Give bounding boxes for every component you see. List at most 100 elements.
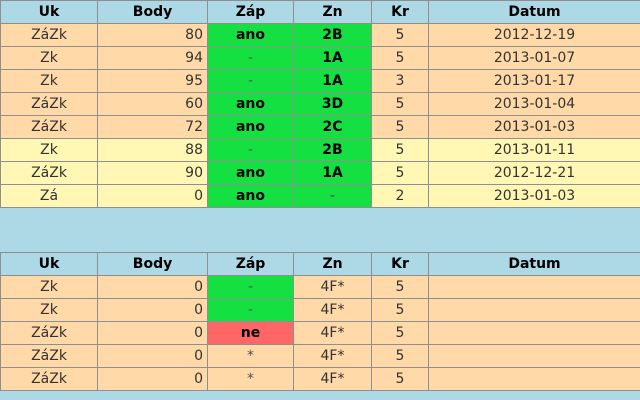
table-row[interactable]: ZáZk 0 * 4F* 5 [0, 367, 640, 391]
header-kr[interactable]: Kr [371, 0, 429, 24]
grades-table-pending: Uk Body Záp Zn Kr Datum Zk 0-4F* 5 Zk 0-4F* 5… [0, 252, 640, 391]
header-kr[interactable]: Kr [371, 252, 429, 276]
cell-uk: Zk [0, 69, 98, 93]
cell-datum [428, 321, 640, 345]
header-uk[interactable]: Uk [0, 0, 98, 24]
cell-body: 95 [97, 69, 208, 93]
header-row: Uk Body Záp Zn Kr Datum [0, 252, 640, 276]
table-row[interactable]: ZáZk 60 ano 3D 5 2013-01-04 [0, 92, 640, 116]
cell-zap: * [207, 367, 294, 391]
header-zn[interactable]: Zn [293, 0, 372, 24]
cell-zn: 4F* [293, 275, 372, 299]
cell-kr: 5 [371, 161, 429, 185]
cell-zn: 4F* [293, 321, 372, 345]
cell-zn: 1A [293, 69, 372, 93]
cell-kr: 5 [371, 115, 429, 139]
cell-uk: ZáZk [0, 92, 98, 116]
cell-kr: 3 [371, 69, 429, 93]
cell-zn: 4F* [293, 367, 372, 391]
cell-zap: - [207, 275, 294, 299]
cell-kr: 5 [371, 367, 429, 391]
table-row[interactable]: Zk 95-1A 3 2013-01-17 [0, 69, 640, 93]
cell-zap: ne [207, 321, 294, 345]
cell-datum: 2012-12-19 [428, 23, 640, 47]
cell-datum: 2013-01-07 [428, 46, 640, 70]
grades-table-completed: Uk Body Záp Zn Kr Datum ZáZk 80 ano 2B 5 2012… [0, 0, 640, 208]
cell-kr: 5 [371, 46, 429, 70]
table-row[interactable]: ZáZk 90 ano 1A 5 2012-12-21 [0, 161, 640, 185]
table-row[interactable]: ZáZk 0 * 4F* 5 [0, 344, 640, 368]
cell-zn: - [293, 184, 372, 208]
cell-zn: 2B [293, 138, 372, 162]
cell-zap: - [207, 69, 294, 93]
table-row[interactable]: ZáZk 0 ne 4F* 5 [0, 321, 640, 345]
cell-datum [428, 298, 640, 322]
cell-zap: ano [207, 184, 294, 208]
cell-uk: ZáZk [0, 23, 98, 47]
table-row[interactable]: Zk 0-4F* 5 [0, 275, 640, 299]
cell-kr: 5 [371, 138, 429, 162]
table-row[interactable]: ZáZk 80 ano 2B 5 2012-12-19 [0, 23, 640, 47]
cell-zap: - [207, 298, 294, 322]
cell-kr: 5 [371, 298, 429, 322]
cell-kr: 5 [371, 23, 429, 47]
header-uk[interactable]: Uk [0, 252, 98, 276]
cell-uk: ZáZk [0, 161, 98, 185]
cell-kr: 5 [371, 92, 429, 116]
header-body[interactable]: Body [97, 0, 208, 24]
table-row[interactable]: ZáZk 72 ano 2C 5 2013-01-03 [0, 115, 640, 139]
cell-body: 90 [97, 161, 208, 185]
cell-datum: 2013-01-17 [428, 69, 640, 93]
cell-zap: ano [207, 92, 294, 116]
cell-zap: * [207, 344, 294, 368]
cell-zn: 3D [293, 92, 372, 116]
cell-uk: Zk [0, 138, 98, 162]
cell-zap: ano [207, 161, 294, 185]
cell-datum: 2012-12-21 [428, 161, 640, 185]
table-row[interactable]: Zk 94-1A 5 2013-01-07 [0, 46, 640, 70]
header-body[interactable]: Body [97, 252, 208, 276]
cell-kr: 5 [371, 275, 429, 299]
cell-body: 72 [97, 115, 208, 139]
header-zap[interactable]: Záp [207, 0, 294, 24]
cell-body: 0 [97, 275, 208, 299]
cell-uk: Zk [0, 298, 98, 322]
cell-datum [428, 367, 640, 391]
table-row[interactable]: Zk 88-2B 5 2013-01-11 [0, 138, 640, 162]
cell-uk: Zá [0, 184, 98, 208]
cell-body: 94 [97, 46, 208, 70]
cell-kr: 5 [371, 321, 429, 345]
table-row[interactable]: Zk 0-4F* 5 [0, 298, 640, 322]
cell-body: 0 [97, 321, 208, 345]
cell-zn: 2C [293, 115, 372, 139]
cell-uk: ZáZk [0, 321, 98, 345]
header-zap[interactable]: Záp [207, 252, 294, 276]
cell-body: 80 [97, 23, 208, 47]
cell-uk: Zk [0, 46, 98, 70]
cell-zn: 4F* [293, 344, 372, 368]
cell-zap: - [207, 138, 294, 162]
cell-zap: ano [207, 115, 294, 139]
cell-zap: - [207, 46, 294, 70]
cell-body: 60 [97, 92, 208, 116]
cell-uk: ZáZk [0, 115, 98, 139]
cell-body: 0 [97, 344, 208, 368]
header-zn[interactable]: Zn [293, 252, 372, 276]
table-gap [0, 208, 640, 252]
cell-zn: 2B [293, 23, 372, 47]
header-row: Uk Body Záp Zn Kr Datum [0, 0, 640, 24]
cell-uk: ZáZk [0, 367, 98, 391]
cell-body: 0 [97, 298, 208, 322]
cell-datum [428, 275, 640, 299]
cell-datum: 2013-01-11 [428, 138, 640, 162]
table-row[interactable]: Zá 0 ano -2 2013-01-03 [0, 184, 640, 208]
cell-datum [428, 344, 640, 368]
cell-zap: ano [207, 23, 294, 47]
header-datum[interactable]: Datum [428, 0, 640, 24]
cell-zn: 1A [293, 46, 372, 70]
cell-uk: ZáZk [0, 344, 98, 368]
cell-datum: 2013-01-03 [428, 115, 640, 139]
cell-kr: 2 [371, 184, 429, 208]
header-datum[interactable]: Datum [428, 252, 640, 276]
cell-body: 0 [97, 184, 208, 208]
